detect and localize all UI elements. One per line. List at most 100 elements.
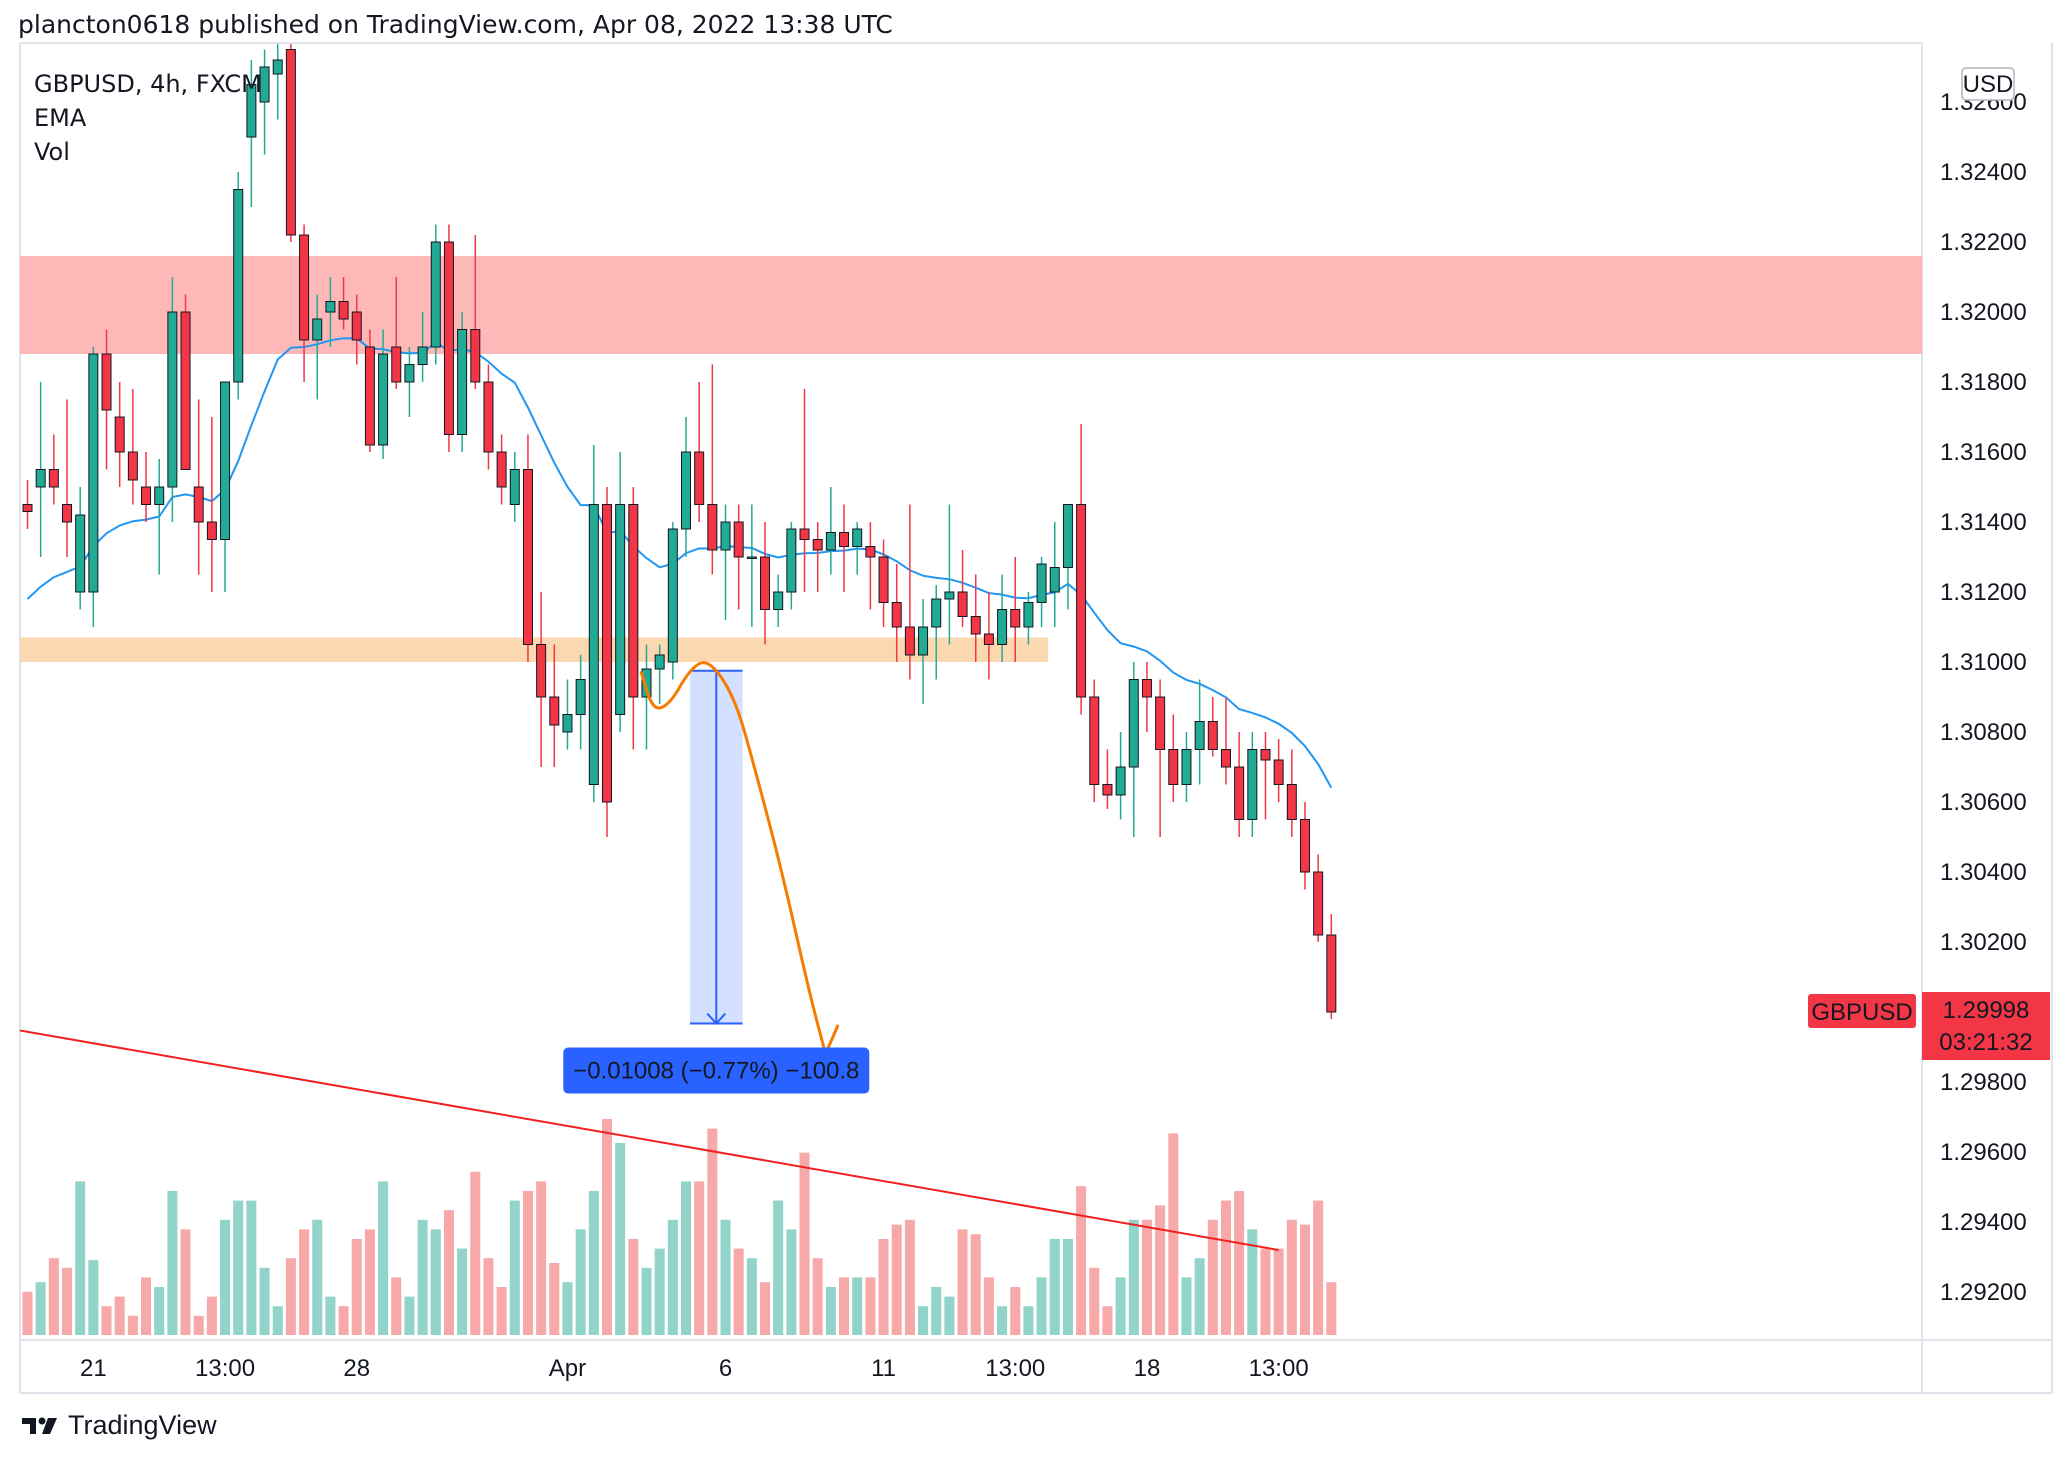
- forecast-arrow-path[interactable]: [639, 661, 828, 1056]
- candle-body[interactable]: [773, 591, 784, 610]
- candle-body[interactable]: [1023, 602, 1034, 628]
- candle-body[interactable]: [272, 59, 283, 75]
- candle-body[interactable]: [101, 353, 112, 411]
- candle-body[interactable]: [62, 504, 73, 523]
- candle-body[interactable]: [1036, 563, 1047, 603]
- legend-vol[interactable]: Vol: [34, 138, 70, 166]
- candle-body[interactable]: [799, 528, 810, 540]
- candle-body[interactable]: [141, 486, 152, 505]
- candle-body[interactable]: [601, 504, 612, 803]
- candle-body[interactable]: [707, 504, 718, 551]
- candle-body[interactable]: [509, 469, 520, 505]
- candle-body[interactable]: [628, 504, 639, 698]
- candle-body[interactable]: [694, 451, 705, 505]
- candle-body[interactable]: [430, 241, 441, 348]
- candle-body[interactable]: [364, 346, 375, 446]
- candle-body[interactable]: [588, 504, 599, 785]
- candle-body[interactable]: [904, 626, 915, 656]
- candle-body[interactable]: [312, 318, 323, 341]
- candle-body[interactable]: [1326, 934, 1337, 1013]
- candle-body[interactable]: [825, 532, 836, 551]
- candle-body[interactable]: [417, 346, 428, 365]
- candle-body[interactable]: [865, 546, 876, 558]
- candle-body[interactable]: [522, 469, 533, 645]
- candle-body[interactable]: [918, 626, 929, 656]
- candle-body[interactable]: [233, 189, 244, 383]
- candle-body[interactable]: [1155, 696, 1166, 750]
- candle-body[interactable]: [1220, 749, 1231, 768]
- candle-body[interactable]: [970, 616, 981, 635]
- descending-trendline[interactable]: [14, 1029, 1279, 1251]
- candle-body[interactable]: [746, 556, 757, 559]
- candle-body[interactable]: [114, 416, 125, 453]
- candle-body[interactable]: [562, 714, 573, 733]
- candle-body[interactable]: [246, 84, 257, 138]
- candle-body[interactable]: [404, 364, 415, 383]
- candle-body[interactable]: [1207, 721, 1218, 750]
- candle-body[interactable]: [1049, 567, 1060, 593]
- candle-body[interactable]: [839, 532, 850, 547]
- candle-body[interactable]: [1115, 766, 1126, 796]
- candle-body[interactable]: [681, 451, 691, 530]
- candle-body[interactable]: [891, 602, 902, 628]
- candle-body[interactable]: [483, 381, 494, 453]
- candle-body[interactable]: [1168, 749, 1179, 785]
- candle-body[interactable]: [88, 353, 99, 593]
- candle-body[interactable]: [1260, 749, 1271, 761]
- candle-body[interactable]: [443, 241, 454, 435]
- candle-body[interactable]: [1141, 679, 1152, 698]
- resistance-zone[interactable]: [14, 256, 1922, 354]
- candle-body[interactable]: [338, 301, 349, 320]
- footer-logo[interactable]: TradingView: [20, 1410, 217, 1441]
- candle-body[interactable]: [852, 528, 863, 547]
- candle-body[interactable]: [220, 381, 231, 540]
- candle-body[interactable]: [1273, 759, 1284, 785]
- candle-body[interactable]: [786, 528, 797, 593]
- candle-body[interactable]: [1089, 696, 1100, 785]
- candle-body[interactable]: [1010, 609, 1021, 628]
- candle-body[interactable]: [1286, 784, 1297, 820]
- candle-body[interactable]: [496, 451, 507, 488]
- candle-body[interactable]: [457, 329, 468, 435]
- candle-body[interactable]: [615, 504, 626, 715]
- candle-body[interactable]: [35, 469, 46, 488]
- legend-symbol[interactable]: GBPUSD, 4h, FXCM: [34, 70, 262, 98]
- candle-body[interactable]: [1181, 749, 1192, 785]
- candle-body[interactable]: [1194, 721, 1205, 750]
- candle-body[interactable]: [536, 644, 547, 698]
- candle-body[interactable]: [878, 556, 889, 603]
- candle-body[interactable]: [667, 528, 678, 663]
- currency-badge[interactable]: [1961, 67, 2015, 101]
- candle-body[interactable]: [997, 609, 1008, 645]
- candle-body[interactable]: [654, 654, 665, 670]
- candle-body[interactable]: [391, 346, 402, 383]
- candle-body[interactable]: [1299, 819, 1310, 873]
- candle-body[interactable]: [325, 301, 336, 313]
- candle-body[interactable]: [22, 504, 33, 512]
- candle-body[interactable]: [167, 311, 178, 488]
- candle-body[interactable]: [1102, 784, 1113, 796]
- candle-body[interactable]: [983, 633, 994, 645]
- candle-body[interactable]: [720, 521, 731, 551]
- candle-body[interactable]: [259, 66, 270, 103]
- support-zone[interactable]: [14, 637, 1049, 663]
- ema-line[interactable]: [26, 337, 1333, 789]
- candle-body[interactable]: [760, 556, 771, 610]
- candle-body[interactable]: [127, 451, 138, 481]
- candle-body[interactable]: [575, 679, 586, 715]
- candle-body[interactable]: [193, 486, 204, 523]
- candle-body[interactable]: [299, 234, 310, 341]
- candle-body[interactable]: [154, 486, 165, 505]
- candle-body[interactable]: [944, 591, 955, 600]
- candle-body[interactable]: [1247, 749, 1258, 820]
- candle-body[interactable]: [549, 696, 560, 726]
- candle-body[interactable]: [1076, 504, 1087, 698]
- candle-body[interactable]: [180, 311, 191, 470]
- candle-body[interactable]: [1062, 504, 1073, 568]
- candle-body[interactable]: [206, 521, 217, 540]
- candle-body[interactable]: [378, 353, 389, 446]
- candle-body[interactable]: [641, 668, 652, 698]
- candle-body[interactable]: [48, 469, 59, 488]
- candle-body[interactable]: [931, 598, 942, 628]
